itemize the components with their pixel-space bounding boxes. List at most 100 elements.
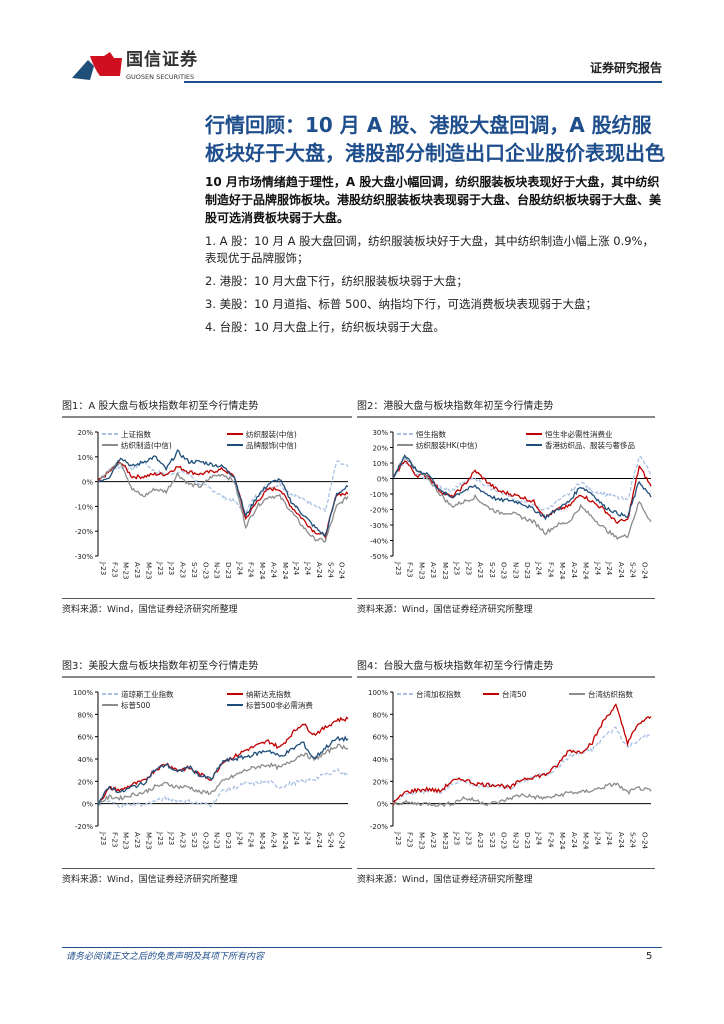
y-tick-label: 30% xyxy=(372,429,388,437)
series-line-2 xyxy=(392,782,652,808)
x-tick-label: A-24 xyxy=(315,562,323,579)
x-tick-label: A-23 xyxy=(476,832,484,848)
x-tick-label: A-24 xyxy=(269,562,277,579)
figure-4: 图4：台股大盘与板块指数年初至今行情走势 100% 80% 60% 40% 20% 0% -… xyxy=(357,660,655,886)
y-tick-label: 40% xyxy=(372,756,388,764)
section-title: 行情回顾：10 月 A 股、港股大盘回调，A 股纺服板块好于大盘，港股部分制造出… xyxy=(205,113,665,165)
x-tick-label: S-24 xyxy=(629,562,637,578)
x-tick-label: F-23 xyxy=(110,832,118,847)
x-tick-label: O-23 xyxy=(201,562,209,579)
x-tick-label: O-24 xyxy=(338,562,346,580)
list-item: 4. 台股：10 月大盘上行，纺织板块弱于大盘。 xyxy=(205,320,445,334)
x-tick-label: F-23 xyxy=(406,832,414,847)
y-tick-label: 0% xyxy=(377,476,388,484)
logo-subtitle: GUOSEN SECURITIES xyxy=(126,73,195,81)
x-tick-label: A-24 xyxy=(269,832,277,849)
x-tick-label: D-23 xyxy=(523,562,531,579)
y-tick-label: -20% xyxy=(75,528,93,536)
x-tick-label: A-23 xyxy=(429,832,437,848)
y-tick-label: 60% xyxy=(372,734,388,742)
series-line-2 xyxy=(97,743,349,806)
x-tick-label: D-23 xyxy=(224,832,232,849)
logo-name: 国信证券 xyxy=(126,50,198,70)
x-tick-label: A-23 xyxy=(476,562,484,578)
x-tick-label: J-23 xyxy=(99,561,107,575)
summary-paragraph: 10 月市场情绪趋于理性，A 股大盘小幅回调，纺织服装板块表现好于大盘，其中纺织… xyxy=(205,175,662,225)
x-tick-label: O-23 xyxy=(500,832,508,849)
list-item: 2. 港股：10 月大盘下行，纺织服装板块弱于大盘； xyxy=(205,274,468,288)
y-tick-label: -10% xyxy=(370,491,388,499)
x-tick-label: M-23 xyxy=(417,832,425,849)
y-tick-label: -50% xyxy=(370,553,388,561)
x-tick-label: O-24 xyxy=(338,832,346,850)
y-tick-label: -20% xyxy=(370,823,388,831)
x-tick-label: J-23 xyxy=(394,561,402,575)
series-line-3 xyxy=(392,454,652,521)
x-tick-label: J-24 xyxy=(292,561,300,576)
y-tick-label: -30% xyxy=(370,522,388,530)
x-tick-label: J-24 xyxy=(304,831,312,846)
x-tick-label: A-23 xyxy=(179,562,187,578)
x-tick-label: J-23 xyxy=(453,561,461,575)
y-tick-label: -30% xyxy=(75,553,93,561)
x-tick-label: A-23 xyxy=(133,832,141,848)
series-line-0 xyxy=(97,459,349,515)
list-item: 1. A 股：10 月 A 股大盘回调，纺织服装板块好于大盘，其中纺织制造小幅上… xyxy=(205,234,654,265)
legend-label: 纺织服装(中信) xyxy=(246,429,297,439)
series-line-2 xyxy=(392,455,652,541)
figure-source: 资料来源：Wind，国信证券经济研究所整理 xyxy=(357,598,655,616)
x-tick-label: F-24 xyxy=(247,562,255,578)
figure-title: 图1：A 股大盘与板块指数年初至今行情走势 xyxy=(62,400,352,418)
x-tick-label: N-23 xyxy=(213,562,221,579)
figure-source: 资料来源：Wind，国信证券经济研究所整理 xyxy=(62,868,352,886)
y-tick-label: -10% xyxy=(75,503,93,511)
y-tick-label: 60% xyxy=(77,734,93,742)
legend-label: 纳斯达克指数 xyxy=(246,689,291,699)
y-tick-label: 100% xyxy=(73,689,93,697)
legend-label: 香港纺织品、服装与奢侈品 xyxy=(545,440,635,450)
legend-label: 品牌服饰(中信) xyxy=(246,440,297,450)
figure-1: 图1：A 股大盘与板块指数年初至今行情走势 20% 10% 0% -10% -20% -3… xyxy=(62,400,352,616)
x-tick-label: J-23 xyxy=(156,561,164,575)
series-line-3 xyxy=(97,448,349,537)
x-tick-label: F-23 xyxy=(406,562,414,577)
series-line-2 xyxy=(97,461,349,543)
series-line-1 xyxy=(97,461,349,540)
x-tick-label: M-24 xyxy=(582,832,590,850)
x-tick-label: J-23 xyxy=(167,561,175,575)
x-tick-label: J-23 xyxy=(464,561,472,575)
legend-label: 台湾50 xyxy=(502,689,527,699)
x-tick-label: J-24 xyxy=(292,831,300,846)
x-tick-label: A-24 xyxy=(570,832,578,849)
y-tick-label: 10% xyxy=(372,460,388,468)
figure-3: 图3：美股大盘与板块指数年初至今行情走势 100% 80% 60% 40% 20% 0% -… xyxy=(62,660,352,886)
legend-label: 纺织服装HK(中信) xyxy=(416,440,477,450)
legend-label: 标普500非必需消费 xyxy=(246,700,313,710)
x-tick-label: N-23 xyxy=(511,832,519,849)
legend-label: 恒生非必需性消费业 xyxy=(545,429,613,439)
x-tick-label: M-23 xyxy=(144,562,152,579)
legend-label: 恒生指数 xyxy=(416,429,446,439)
figure-source: 资料来源：Wind，国信证券经济研究所整理 xyxy=(62,598,352,616)
y-tick-label: 100% xyxy=(368,689,388,697)
x-tick-label: M-24 xyxy=(258,832,266,850)
x-tick-label: S-23 xyxy=(190,562,198,578)
x-tick-label: A-24 xyxy=(570,562,578,579)
x-tick-label: J-24 xyxy=(605,561,613,576)
chart-a-share: 20%10%0%-10%-20%-30%J-23 F-23 M-23 A-23 M-23… xyxy=(75,429,349,580)
x-tick-label: J-23 xyxy=(464,831,472,845)
x-tick-label: A-24 xyxy=(315,832,323,849)
x-tick-label: S-24 xyxy=(326,562,334,578)
x-tick-label: M-23 xyxy=(441,562,449,579)
series-line-1 xyxy=(97,716,349,805)
x-tick-label: M-24 xyxy=(281,562,289,580)
x-tick-label: F-24 xyxy=(247,832,255,848)
x-tick-label: S-23 xyxy=(488,832,496,848)
figure-title: 图3：美股大盘与板块指数年初至今行情走势 xyxy=(62,660,352,678)
y-tick-label: -20% xyxy=(75,823,93,831)
x-tick-label: O-23 xyxy=(500,562,508,579)
x-tick-label: J-23 xyxy=(453,831,461,845)
footer-disclaimer: 请务必阅读正文之后的免责声明及其项下所有内容 xyxy=(66,952,265,962)
y-tick-label: 0% xyxy=(377,801,388,809)
x-tick-label: O-24 xyxy=(640,562,648,580)
